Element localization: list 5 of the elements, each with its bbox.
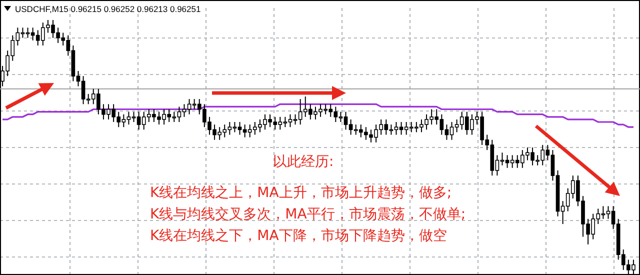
annotation: K线与均线交叉多次，MA平行，市场震荡，不做单;: [150, 206, 466, 222]
annotation: K线在均线之上，MA上升，市场上升趋势，做多;: [150, 185, 452, 201]
title: USDCHF,M15 0.96215 0.96252 0.96213 0.96251: [4, 4, 201, 14]
annotation: K线在均线之下，MA下降，市场下降趋势，做空: [150, 228, 447, 244]
annotation: 以此经历:: [273, 154, 334, 170]
